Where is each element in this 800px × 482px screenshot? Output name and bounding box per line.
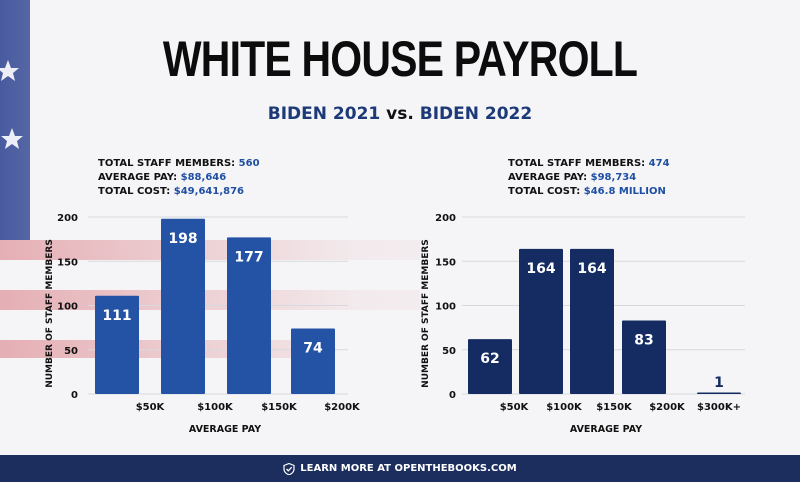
x-axis-label: AVERAGE PAY <box>189 424 261 435</box>
bar <box>161 218 205 394</box>
chart-2022: 0 50 100 150 200 62 164 164 83 1 $50K $100K $150K $20… <box>421 213 745 435</box>
stat-staff-label: TOTAL STAFF MEMBERS: <box>98 158 236 169</box>
x-tick-label: $200K <box>649 402 686 413</box>
y-tick-label: 0 <box>449 390 456 401</box>
stat-pay-value: $88,646 <box>180 172 227 183</box>
bar-value-label: 177 <box>234 249 263 265</box>
stat-staff-label: TOTAL STAFF MEMBERS: <box>508 158 646 169</box>
bar-value-label: 198 <box>168 231 197 247</box>
chart-2021: 0 50 100 150 200 111 198 177 74 $50K $100K $150K $20… <box>45 213 361 435</box>
y-axis-label: NUMBER OF STAFF MEMBERS <box>421 239 431 388</box>
bar-value-label: 74 <box>303 341 323 357</box>
x-tick-label: $50K <box>136 402 166 413</box>
footer-link[interactable]: LEARN MORE AT OPENTHEBOOKS.COM <box>300 463 517 474</box>
stat-pay-label: AVERAGE PAY: <box>508 172 588 183</box>
y-tick-label: 200 <box>435 213 456 224</box>
stats-2022: TOTAL STAFF MEMBERS: 474 AVERAGE PAY: $9… <box>508 157 670 199</box>
bar <box>570 248 614 394</box>
bar-value-label: 83 <box>634 333 653 349</box>
bar-value-label: 164 <box>526 261 555 277</box>
x-tick-label: $100K <box>546 402 583 413</box>
stat-staff-value: 560 <box>238 158 260 169</box>
bar-value-label: 164 <box>577 261 606 277</box>
x-tick-label: $300K+ <box>697 402 741 413</box>
stat-pay-label: AVERAGE PAY: <box>98 172 178 183</box>
stat-cost-value: $49,641,876 <box>173 186 244 197</box>
x-tick-label: $200K <box>324 402 361 413</box>
page-title: WHITE HOUSE PAYROLL <box>162 31 638 87</box>
bar <box>519 248 563 394</box>
subtitle-vs: vs. <box>386 104 414 124</box>
check-shield-icon <box>283 462 295 475</box>
footer-banner: LEARN MORE AT OPENTHEBOOKS.COM <box>0 455 800 482</box>
x-tick-label: $100K <box>197 402 234 413</box>
x-tick-label: $150K <box>596 402 633 413</box>
bar <box>697 392 741 394</box>
stat-cost-value: $46.8 MILLION <box>583 186 666 197</box>
bar <box>622 320 666 394</box>
y-tick-label: 0 <box>71 390 78 401</box>
bar <box>95 295 139 394</box>
bar <box>291 328 335 394</box>
bar-value-label: 1 <box>714 375 724 391</box>
x-axis-label: AVERAGE PAY <box>570 424 642 435</box>
bar <box>468 339 512 394</box>
subtitle-left: BIDEN 2021 <box>267 104 381 124</box>
y-tick-label: 100 <box>435 302 456 313</box>
x-tick-label: $50K <box>500 402 530 413</box>
stat-pay-value: $98,734 <box>590 172 637 183</box>
subtitle-right: BIDEN 2022 <box>419 104 533 124</box>
stat-staff-value: 474 <box>648 158 670 169</box>
x-tick-label: $150K <box>261 402 298 413</box>
bar-value-label: 111 <box>102 308 131 324</box>
y-tick-label: 50 <box>64 346 78 357</box>
y-tick-label: 50 <box>442 346 456 357</box>
stats-2021: TOTAL STAFF MEMBERS: 560 AVERAGE PAY: $8… <box>98 157 260 199</box>
y-axis-label: NUMBER OF STAFF MEMBERS <box>45 239 55 388</box>
y-tick-label: 200 <box>57 213 78 224</box>
y-tick-label: 150 <box>57 257 78 268</box>
y-tick-label: 150 <box>435 257 456 268</box>
stat-cost-label: TOTAL COST: <box>98 186 171 197</box>
y-tick-label: 100 <box>57 302 78 313</box>
bar-value-label: 62 <box>480 351 499 367</box>
stat-cost-label: TOTAL COST: <box>508 186 581 197</box>
subtitle: BIDEN 2021 vs. BIDEN 2022 <box>0 104 800 124</box>
bar <box>227 237 271 394</box>
